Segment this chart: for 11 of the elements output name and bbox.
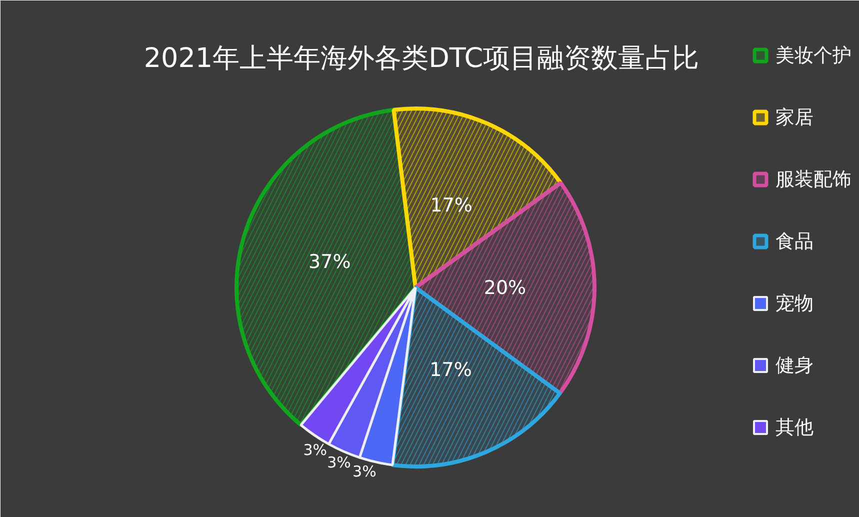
legend-label: 美妆个护 <box>776 44 852 66</box>
data-label: 3% <box>352 462 376 481</box>
chart-title: 2021年上半年海外各类DTC项目融资数量占比 <box>144 43 700 74</box>
data-label: 3% <box>303 441 328 460</box>
legend-label: 食品 <box>776 230 814 252</box>
legend-label: 服装配饰 <box>776 168 852 190</box>
legend-label: 家居 <box>776 106 814 128</box>
legend-label: 其他 <box>776 416 814 438</box>
data-label: 3% <box>327 454 351 472</box>
legend-label: 健身 <box>776 354 814 376</box>
legend-label: 宠物 <box>776 292 814 314</box>
